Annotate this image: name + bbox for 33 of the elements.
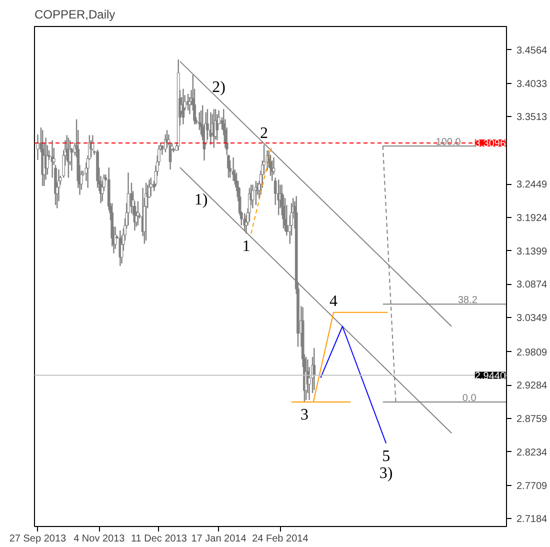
y-tick-label: 3.3513 [516, 112, 548, 124]
annotation: 1 [242, 238, 250, 256]
x-tick-label: 4 Nov 2013 [74, 534, 126, 544]
annotation: 3 [300, 406, 308, 424]
annotation: 1) [194, 191, 208, 208]
x-tick-label: 17 Jan 2014 [191, 534, 247, 544]
annotation: 38.2 [458, 295, 478, 306]
annotation: 3) [379, 464, 393, 482]
y-tick-label: 3.0874 [516, 280, 548, 291]
annotation: 2 [260, 125, 268, 142]
y-tick-label: 3.2449 [516, 180, 548, 191]
y-tick-label: 2.7709 [516, 480, 548, 492]
annotation: 100.0 [436, 136, 462, 148]
annotation: 5 [382, 448, 390, 465]
annotation: 0.0 [462, 392, 477, 404]
y-tick-label: 2.7184 [516, 514, 548, 526]
y-tick-label: 3.1924 [516, 212, 548, 224]
x-tick-label: 27 Sep 2013 [9, 534, 67, 544]
ref-line-label: 3.3096 [474, 138, 506, 150]
y-tick-label: 3.0349 [516, 313, 548, 324]
y-tick-label: 2.8759 [516, 414, 548, 426]
y-tick-label: 2.9284 [516, 380, 548, 392]
annotation: 4 [330, 292, 338, 310]
annotation: 2) [212, 79, 226, 96]
y-tick-label: 2.8234 [516, 447, 548, 458]
y-tick-label: 2.9809 [516, 347, 548, 358]
ref-line-label: 2.9440 [474, 370, 506, 382]
y-tick-label: 3.1399 [516, 246, 548, 258]
y-tick-label: 3.4033 [516, 78, 548, 90]
x-tick-label: 24 Feb 2014 [252, 534, 309, 544]
y-tick-label: 3.4564 [516, 45, 548, 56]
x-tick-label: 11 Dec 2013 [130, 534, 188, 544]
chart-title: COPPER,Daily [34, 8, 116, 22]
